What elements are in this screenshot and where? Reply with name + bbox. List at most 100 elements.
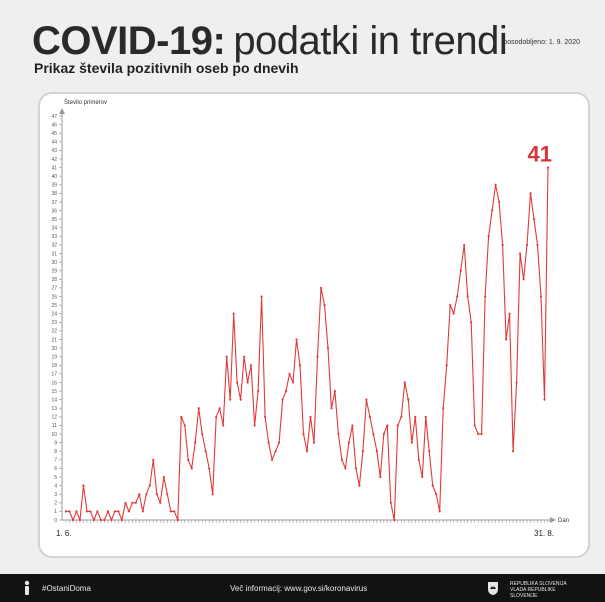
data-point [386,424,389,427]
data-point [480,432,483,436]
chart-panel [38,92,590,558]
y-tick-label: 31 [51,251,57,257]
data-point [131,501,134,504]
y-tick-label: 16 [51,380,57,386]
y-tick-label: 12 [51,415,57,421]
data-point [546,166,550,169]
data-point [438,510,441,513]
data-point [494,183,497,186]
data-point [162,475,165,479]
data-point [267,441,270,444]
y-tick-label: 35 [51,217,57,223]
footer-hashtag: #OstaniDoma [42,584,91,593]
data-point [477,432,480,436]
data-point [487,235,490,238]
data-point [340,458,344,461]
data-point [68,510,71,513]
y-tick-label: 2 [54,501,57,507]
x-axis-arrow [550,517,556,523]
y-tick-label: 36 [51,208,57,214]
y-tick-label: 4 [54,483,57,489]
data-point [291,381,295,384]
y-tick-label: 44 [51,140,57,146]
y-tick-label: 28 [51,277,57,283]
data-point [543,398,546,401]
page-subtitle: Prikaz števila pozitivnih oseb po dnevih [34,60,299,76]
series-line [66,167,549,521]
data-point [319,286,323,290]
data-point [333,389,337,393]
data-point [138,493,141,496]
data-point [389,501,392,504]
data-point [246,381,249,384]
data-point [375,450,378,453]
data-point [379,475,382,479]
y-tick-label: 24 [51,312,57,318]
data-point [201,432,204,436]
y-tick-label: 40 [51,174,57,180]
data-point [428,450,431,453]
data-point [173,510,176,513]
data-point [274,450,277,453]
footer-info-link[interactable]: Več informacij: www.gov.si/koronavirus [230,584,368,593]
y-tick-label: 7 [54,458,57,464]
updated-date: posodobljeno: 1. 9. 2020 [503,39,580,46]
data-point [365,398,368,401]
data-point [204,450,207,453]
data-point [330,407,333,410]
data-point [194,441,197,444]
data-point [431,484,434,487]
data-point [92,518,96,522]
data-point [326,346,330,350]
data-point [110,518,113,522]
data-point [508,312,511,315]
y-tick-label: 41 [51,165,57,171]
data-point [396,424,399,427]
data-point [281,398,284,401]
y-tick-label: 8 [54,449,57,455]
data-point [284,389,288,393]
data-point [208,467,211,470]
y-tick-label: 26 [51,294,57,300]
data-point [253,424,256,427]
y-tick-label: 23 [51,320,57,326]
data-point [222,424,225,427]
data-point [337,432,340,436]
data-point [117,510,120,513]
data-point [82,484,85,487]
data-point [127,510,130,513]
data-point [351,424,354,427]
data-point [305,450,309,453]
data-point [515,381,518,384]
data-point [414,415,417,418]
data-point [445,364,448,367]
data-point [410,441,413,444]
data-point [239,398,242,401]
data-point [78,518,82,522]
y-tick-label: 47 [51,114,57,120]
data-point [529,192,532,195]
y-tick-label: 13 [51,406,57,412]
y-tick-label: 33 [51,234,57,240]
data-point [277,441,281,444]
data-point [498,200,501,204]
data-point [424,415,427,418]
y-tick-label: 21 [51,337,57,343]
data-point [501,243,504,247]
data-point [85,510,89,513]
data-point [323,304,326,307]
data-point [466,295,469,298]
y-tick-label: 43 [51,148,57,154]
y-tick-label: 10 [51,432,57,438]
data-point [236,381,239,384]
header: COVID-19: podatki in trendi posodobljeno:… [32,18,592,88]
data-point [250,364,253,367]
last-value-label: 41 [528,142,552,167]
data-point [270,458,274,461]
line-chart: 0123456789101112131415161718192021222324… [51,99,569,538]
y-tick-label: 9 [54,440,57,446]
data-point [64,510,68,513]
data-point [484,295,487,298]
y-tick-label: 20 [51,346,57,352]
